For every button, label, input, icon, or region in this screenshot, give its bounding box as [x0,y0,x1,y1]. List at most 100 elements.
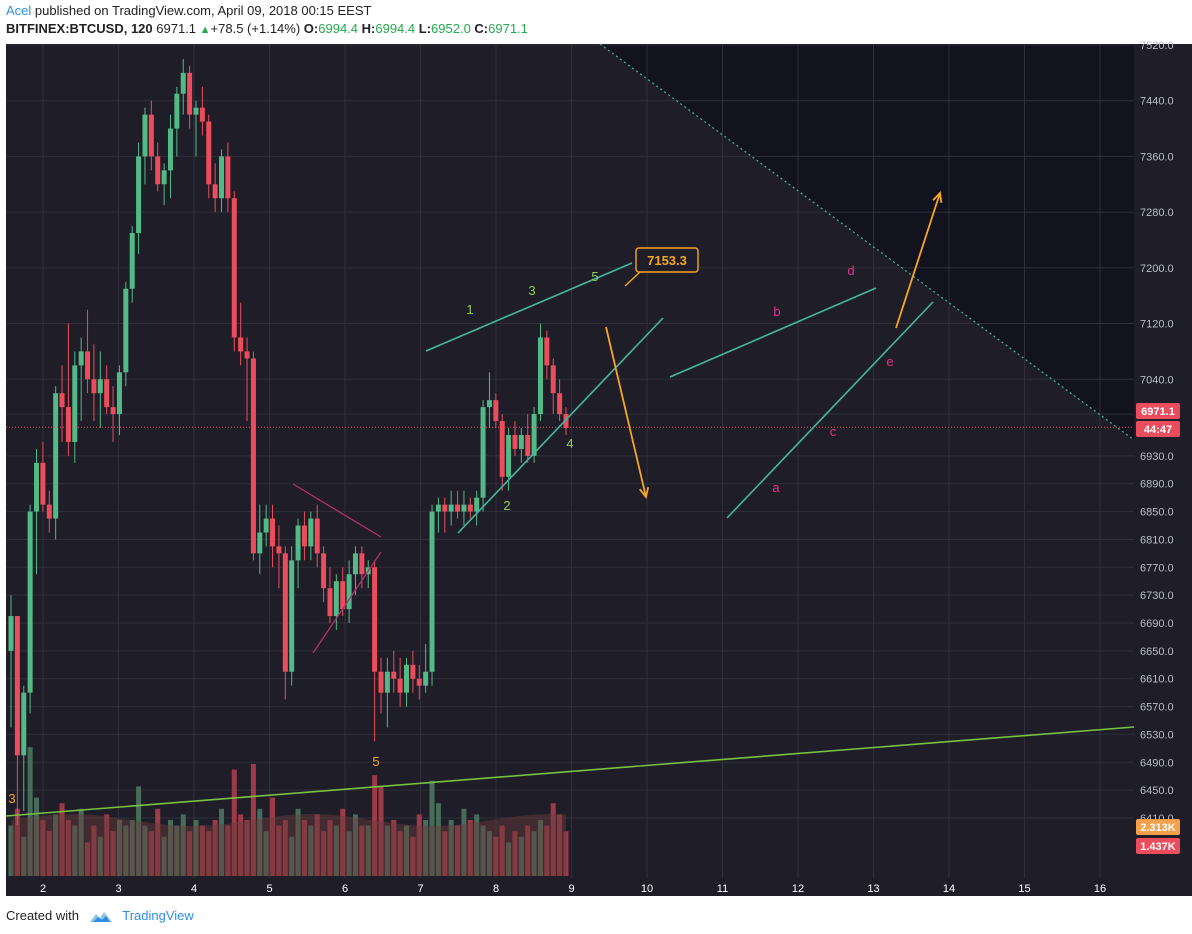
price-tick-label: 7440.0 [1140,96,1174,108]
candle-body [78,351,84,366]
wave-label-magenta: a [772,480,780,495]
price-tick-label: 6930.0 [1140,451,1174,463]
price-tick-label: 6450.0 [1140,785,1174,797]
volume-bar [480,825,486,876]
time-tick-label: 16 [1094,883,1106,895]
footer: Created with TradingView [6,908,194,924]
candle-body [85,351,91,380]
candle-body [486,400,492,408]
candle-body [480,407,486,498]
bearish-arrow-head [639,487,650,500]
last-price-badge: 6971.1 [1141,406,1175,418]
time-tick-label: 9 [568,883,574,895]
candle-body [116,372,122,415]
candle-body [270,518,276,547]
high-label: H: [361,21,376,36]
volume-bar [321,831,327,876]
close-value: 6971.1 [488,21,528,36]
volume-bar [104,814,110,876]
volume-ma-area [11,814,566,876]
candle-body [474,497,480,512]
volume-bar [193,820,199,876]
volume-bar [148,831,154,876]
time-tick-label: 2 [40,883,46,895]
channel-lower-line [457,317,664,534]
candle-body [91,379,97,394]
countdown-badge-bg [1136,421,1180,437]
candle-body [314,518,320,554]
wave-label-magenta: d [847,263,854,278]
volume-bar [442,831,448,876]
candle-body [461,504,467,512]
candle-body [333,581,339,617]
volume-bar [282,820,288,876]
price-tick-label: 6730.0 [1140,590,1174,602]
change-text: +78.5 (+1.14%) [210,21,301,36]
candle-body [455,504,461,512]
candle-body [155,156,161,185]
candle-body [308,518,314,547]
volume-bar [550,803,556,876]
candle-body [550,365,556,394]
price-tick-label: 7280.0 [1140,207,1174,219]
candle-body [493,400,499,422]
volume-bar [512,831,518,876]
candle-body [391,671,397,679]
candle-body [499,421,505,477]
volume-bar [333,825,339,876]
author-link[interactable]: Acel [6,3,32,18]
candle-body [327,588,333,617]
triangle-lower-line [726,301,934,519]
volume-bar [365,825,371,876]
candle-body [301,525,307,547]
candle-body [467,504,473,512]
callout-label: 7153.3 [647,253,687,268]
volume-bar [21,836,27,876]
low-value: 6952.0 [431,21,471,36]
volume-bar [301,820,307,876]
candle-body [372,567,378,672]
change-up-icon: ▲ [199,24,211,36]
price-axis[interactable] [1134,44,1192,896]
volume-bar [180,814,186,876]
volume-bar [46,831,52,876]
volume-bar [250,764,256,876]
volume-bar [557,814,563,876]
candle-body [442,504,448,512]
volume-bar [486,831,492,876]
tradingview-logo-icon [89,911,112,922]
volume-ma-badge: 2.313K [1140,822,1176,834]
volume-bar [59,803,65,876]
volume-bar [455,825,461,876]
publish-info: Acel published on TradingView.com, April… [6,3,371,18]
symbol-name[interactable]: BITFINEX:BTCUSD, 120 [6,21,153,36]
wave-label-green: 4 [566,436,573,451]
symbol-legend: BITFINEX:BTCUSD, 120 6971.1 ▲+78.5 (+1.1… [6,21,528,36]
candle-body [8,616,14,651]
published-text: published on TradingView.com, April 09, … [31,3,372,18]
last-price-text: 6971.1 [156,21,197,36]
candle-body [531,414,537,456]
price-tick-label: 6690.0 [1140,618,1174,630]
wave-label-green: 3 [528,283,535,298]
volume-bar [340,808,346,876]
candle-body [544,337,550,366]
volume-bar [72,825,78,876]
pennant-lower-line [312,551,382,654]
volume-bar [263,831,269,876]
volume-badge: 1.437K [1140,841,1176,853]
time-tick-label: 4 [191,883,197,895]
candle-body [40,462,46,505]
low-label: L: [418,21,432,36]
volume-bar [238,814,244,876]
volume-bar [136,786,142,876]
time-tick-label: 12 [792,883,804,895]
time-tick-label: 13 [867,883,879,895]
tradingview-link[interactable]: TradingView [122,908,194,923]
price-tick-label: 6570.0 [1140,702,1174,714]
volume-bar [448,820,454,876]
candle-body [378,671,384,693]
callout-box [635,247,699,273]
time-axis[interactable] [6,878,1134,896]
